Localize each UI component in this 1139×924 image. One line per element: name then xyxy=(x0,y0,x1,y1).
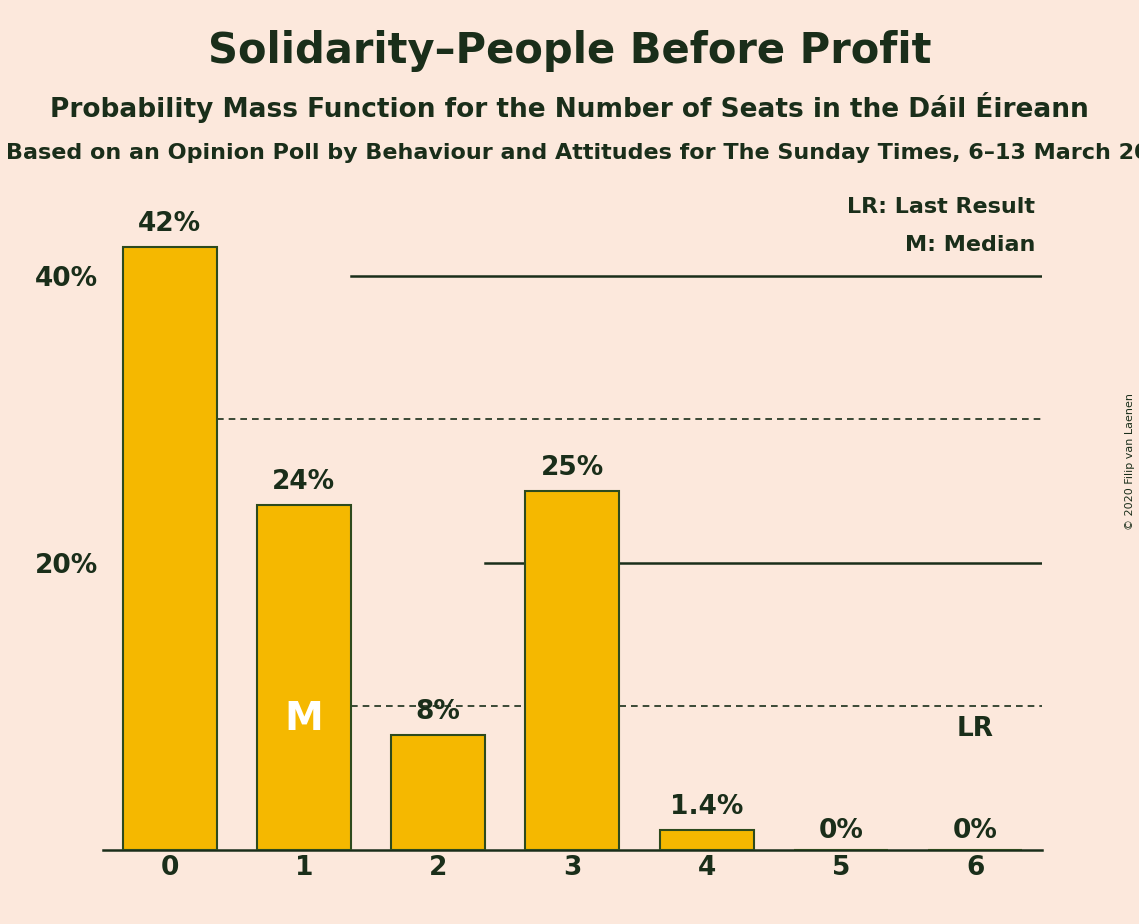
Text: 24%: 24% xyxy=(272,469,335,495)
Text: M: Median: M: Median xyxy=(906,236,1035,255)
Text: M: M xyxy=(285,700,323,738)
Text: Based on an Opinion Poll by Behaviour and Attitudes for The Sunday Times, 6–13 M: Based on an Opinion Poll by Behaviour an… xyxy=(6,143,1139,164)
Text: LR: Last Result: LR: Last Result xyxy=(847,197,1035,216)
Text: Solidarity–People Before Profit: Solidarity–People Before Profit xyxy=(207,30,932,71)
Bar xyxy=(659,830,754,850)
Text: © 2020 Filip van Laenen: © 2020 Filip van Laenen xyxy=(1125,394,1134,530)
Text: 42%: 42% xyxy=(138,211,202,237)
Text: Probability Mass Function for the Number of Seats in the Dáil Éireann: Probability Mass Function for the Number… xyxy=(50,92,1089,124)
Bar xyxy=(391,736,485,850)
Text: 0%: 0% xyxy=(819,819,863,845)
Text: 0%: 0% xyxy=(952,819,998,845)
Bar xyxy=(257,505,351,850)
Text: 1.4%: 1.4% xyxy=(670,794,744,820)
Bar xyxy=(525,491,620,850)
Text: 8%: 8% xyxy=(416,699,460,725)
Text: LR: LR xyxy=(957,716,993,742)
Text: 25%: 25% xyxy=(541,455,604,481)
Bar xyxy=(123,247,216,850)
